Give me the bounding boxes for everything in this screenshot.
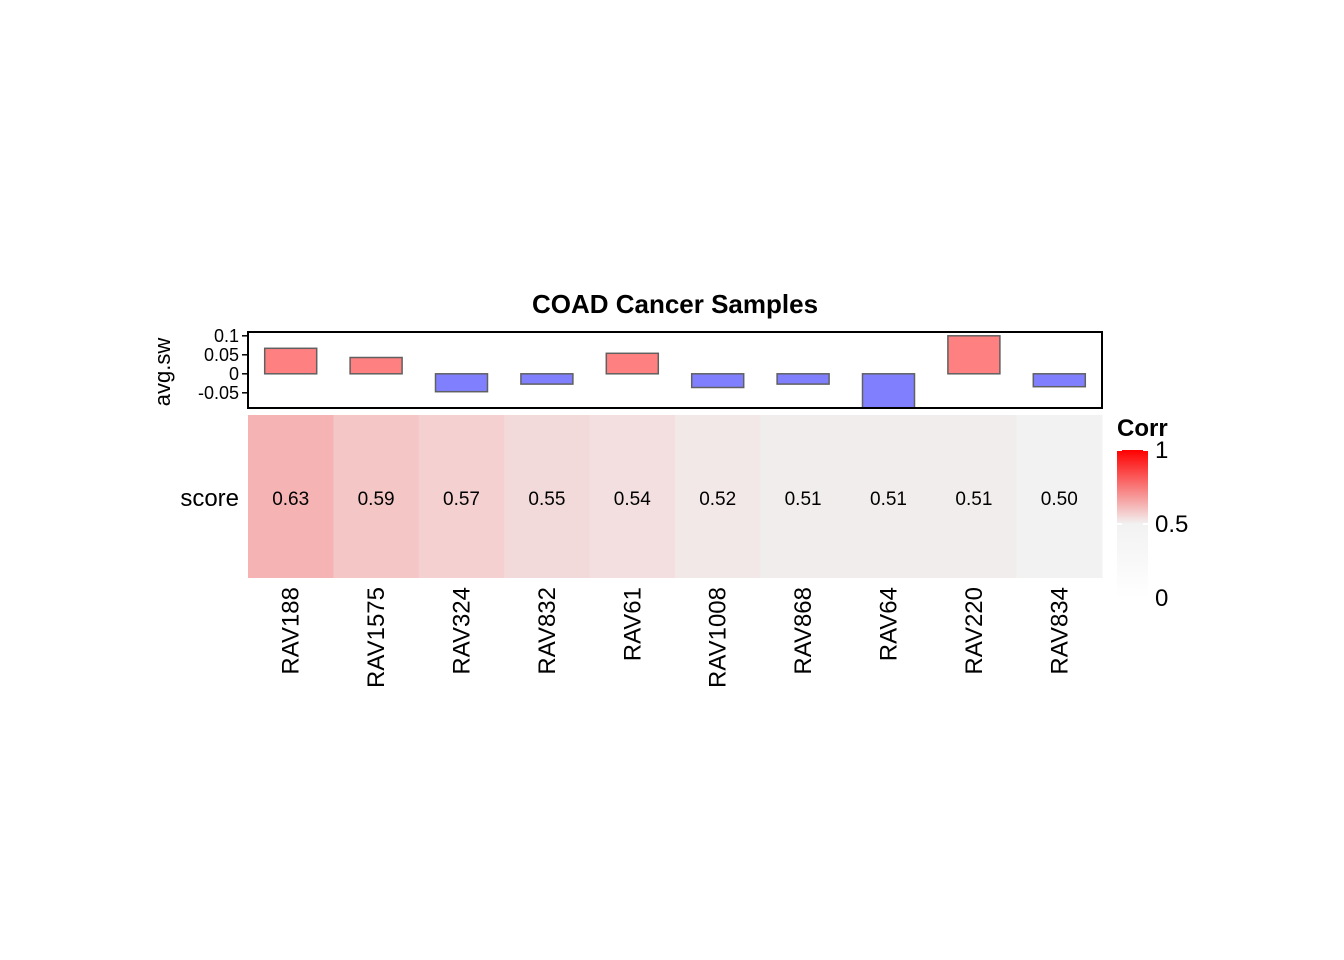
x-axis-label: RAV1575 — [363, 587, 390, 688]
annotation-bar-RAV61 — [605, 352, 660, 375]
annotation-bar-RAV220 — [947, 335, 1001, 375]
x-axis-label: RAV61 — [619, 587, 646, 661]
legend-ticks: 10.50 — [1117, 437, 1188, 612]
legend-tick-label: 1 — [1155, 437, 1168, 464]
heatmap-value-label: 0.51 — [870, 489, 907, 510]
heatmap-value-label: 0.59 — [358, 489, 395, 510]
heatmap-cell-RAV868 — [760, 415, 847, 578]
x-axis-label: RAV220 — [961, 587, 988, 675]
annotation-y-axis: 0.10.050-0.05 — [198, 326, 248, 403]
annotation-bar-RAV64 — [861, 373, 916, 409]
annotation-y-tick-label: -0.05 — [198, 383, 239, 403]
heatmap-cell-RAV324 — [418, 415, 505, 578]
heatmap-value-label: 0.63 — [272, 489, 309, 510]
heatmap-cell-RAV1575 — [333, 415, 420, 578]
x-axis-label: RAV188 — [278, 587, 305, 675]
annotation-bar-RAV1008 — [690, 373, 745, 389]
annotation-y-tick-label: 0.05 — [204, 345, 239, 365]
heatmap-value-label: 0.57 — [443, 489, 480, 510]
annotation-bar-RAV188 — [263, 347, 318, 375]
annotation-bar-RAV834 — [1032, 373, 1087, 388]
heatmap-cell-RAV834 — [1016, 415, 1103, 578]
x-axis-label: RAV834 — [1046, 587, 1073, 675]
heatmap-value-label: 0.55 — [528, 489, 565, 510]
heatmap-value-label: 0.51 — [785, 489, 822, 510]
x-axis-label: RAV868 — [790, 587, 817, 675]
legend-tick-label: 0.5 — [1155, 511, 1188, 538]
annotation-y-tick-label: 0 — [229, 364, 239, 384]
x-axis-labels: RAV188 RAV1575 RAV324 RAV832 RAV61 RAV1008 RAV… — [278, 587, 1074, 688]
heatmap-cell-RAV220 — [931, 415, 1018, 578]
heatmap-panel: 0.63 0.59 0.57 0.55 0.54 0.52 0.51 0.51 0.51 0.50… — [180, 415, 1103, 688]
legend-tick-label: 0 — [1155, 585, 1168, 612]
heatmap-cell-RAV61 — [589, 415, 676, 578]
x-axis-label: RAV1008 — [705, 587, 732, 688]
legend: Corr 10.50 — [1117, 415, 1188, 612]
annotation-frame — [247, 331, 1103, 409]
x-axis-label: RAV324 — [449, 587, 476, 675]
annotation-bar-RAV1575 — [349, 356, 403, 375]
annotation-bar-RAV324 — [434, 373, 489, 393]
heatmap-cell-RAV188 — [248, 415, 334, 578]
heatmap-value-label: 0.51 — [955, 489, 992, 510]
annotation-bar-RAV832 — [520, 373, 574, 385]
x-axis-label: RAV64 — [876, 587, 903, 661]
x-axis-label: RAV832 — [534, 587, 561, 675]
annotation-y-tick-label: 0.1 — [214, 326, 239, 346]
heatmap-cell-RAV1008 — [675, 415, 761, 578]
annotation-bar-RAV868 — [776, 373, 830, 385]
heatmap-cell-RAV64 — [845, 415, 932, 578]
heatmap-value-label: 0.50 — [1041, 489, 1078, 510]
annotation-bars — [263, 335, 1087, 409]
heatmap-cell-RAV832 — [504, 415, 591, 578]
annotation-ylabel: avg.sw — [150, 338, 175, 407]
heatmap-row-label: score — [180, 485, 239, 512]
annotation-panel: 0.10.050-0.05 avg.sw — [150, 326, 1103, 409]
legend-colorbar — [1117, 450, 1148, 598]
chart-title: COAD Cancer Samples — [532, 289, 818, 319]
heatmap-value-label: 0.54 — [614, 489, 651, 510]
legend-title: Corr — [1117, 415, 1168, 442]
heatmap-value-label: 0.52 — [699, 489, 736, 510]
heatmap-cells: 0.63 0.59 0.57 0.55 0.54 0.52 0.51 0.51 0.51 0.50 — [248, 415, 1103, 578]
